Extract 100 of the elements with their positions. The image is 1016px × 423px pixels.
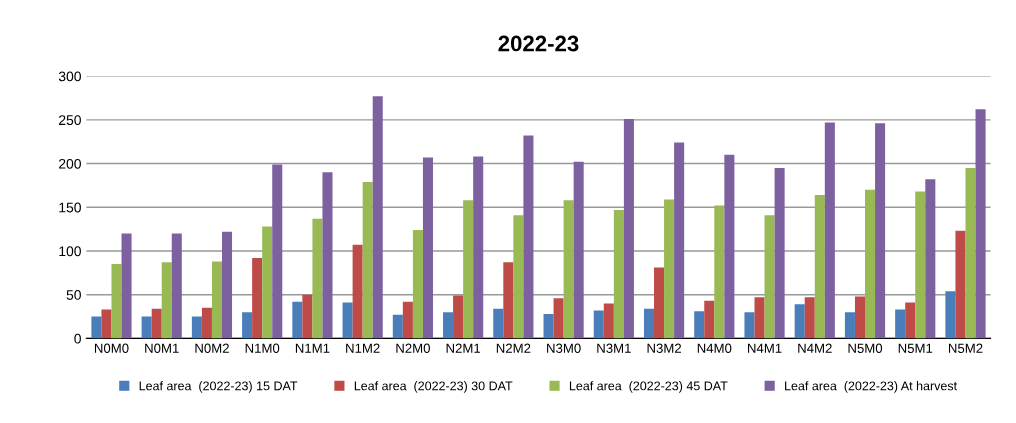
- bar: [161, 262, 172, 339]
- bar: [372, 96, 383, 339]
- bar: [222, 231, 233, 339]
- bar: [302, 294, 313, 339]
- x-tick-label: N4M0: [697, 343, 732, 353]
- bar: [764, 215, 775, 339]
- bar: [141, 316, 152, 339]
- bar: [774, 167, 785, 339]
- bar: [704, 300, 715, 339]
- bar: [272, 164, 283, 339]
- y-tick-label: 150: [59, 202, 81, 213]
- bar: [844, 312, 855, 339]
- x-tick-label: N1M0: [245, 343, 280, 353]
- bar: [714, 205, 725, 339]
- bar: [453, 295, 464, 339]
- bar: [915, 191, 926, 339]
- y-tick-label: 0: [74, 333, 81, 344]
- bar: [623, 118, 634, 339]
- bar: [412, 230, 423, 339]
- y-tick-label: 200: [59, 158, 81, 169]
- bar: [905, 302, 916, 339]
- bar: [744, 312, 755, 339]
- bar: [262, 226, 273, 339]
- x-tick-label: N0M0: [94, 343, 129, 353]
- bar: [875, 123, 886, 339]
- bar: [101, 309, 112, 339]
- y-tick-label: 100: [59, 246, 81, 257]
- bar: [563, 200, 574, 339]
- bar: [794, 304, 805, 339]
- bar: [211, 261, 222, 339]
- bar: [573, 161, 584, 339]
- bar: [593, 310, 604, 339]
- x-tick-label: N3M2: [647, 343, 682, 353]
- bar: [724, 154, 735, 339]
- bar: [191, 316, 202, 339]
- bar: [392, 314, 403, 339]
- bar: [322, 172, 333, 339]
- bar: [91, 316, 102, 339]
- x-tick-label: N5M2: [948, 343, 983, 353]
- bar: [503, 262, 514, 339]
- x-tick-label: N5M1: [898, 343, 933, 353]
- x-tick-label: N0M2: [195, 343, 229, 353]
- bar: [493, 308, 504, 339]
- bar: [463, 200, 474, 339]
- bar: [955, 230, 966, 339]
- bar: [292, 301, 303, 339]
- bar: [925, 179, 936, 339]
- bar: [362, 181, 373, 339]
- bar: [854, 296, 866, 339]
- bar: [513, 215, 524, 339]
- x-tick-label: N2M1: [446, 343, 481, 353]
- bar: [643, 308, 655, 339]
- bar: [824, 122, 835, 339]
- x-tick-label: N2M2: [496, 343, 531, 353]
- bar: [804, 297, 815, 339]
- bar: [654, 267, 665, 339]
- bar: [865, 189, 876, 339]
- bar: [151, 308, 162, 339]
- legend-label: Leaf area (2022-23) 45 DAT: [569, 381, 728, 393]
- bar: [171, 233, 182, 339]
- bar: [664, 199, 675, 339]
- bar: [402, 301, 413, 339]
- bar: [252, 257, 263, 339]
- x-tick-label: N1M1: [295, 343, 330, 353]
- bar: [613, 209, 624, 339]
- bar: [975, 109, 986, 339]
- y-tick-label: 50: [66, 290, 81, 300]
- x-tick-label: N4M2: [798, 343, 832, 353]
- bar: [342, 302, 353, 339]
- bar: [603, 303, 614, 339]
- bar: [111, 264, 122, 339]
- x-tick-label: N2M0: [396, 343, 430, 353]
- bar: [352, 244, 363, 339]
- y-tick-label: 250: [59, 115, 81, 126]
- bar: [543, 313, 554, 339]
- bar: [674, 142, 685, 339]
- x-tick-label: N4M1: [748, 343, 782, 353]
- bar: [965, 167, 976, 339]
- bar: [242, 312, 253, 339]
- y-tick-label: 300: [58, 71, 81, 82]
- bar: [694, 311, 705, 339]
- bar: [523, 135, 534, 339]
- bar: [945, 291, 956, 339]
- legend-label: Leaf area (2022-23) 15 DAT: [139, 381, 298, 393]
- bar: [895, 309, 906, 339]
- chart-title: 2022-23: [498, 35, 579, 52]
- x-tick-label: N0M1: [145, 343, 179, 353]
- x-tick-label: N5M0: [848, 343, 883, 353]
- legend-label: Leaf area (2022-23) At harvest: [785, 381, 957, 393]
- bar: [443, 312, 454, 339]
- bar: [553, 298, 564, 339]
- x-tick-label: N3M1: [597, 343, 631, 353]
- bar: [473, 156, 484, 339]
- x-tick-label: N1M2: [346, 343, 380, 353]
- x-tick-label: N3M0: [547, 343, 581, 353]
- bar: [422, 157, 433, 339]
- legend-label: Leaf area (2022-23) 30 DAT: [354, 381, 513, 393]
- bar: [814, 195, 825, 339]
- bar: [201, 307, 212, 339]
- bar: [754, 297, 765, 339]
